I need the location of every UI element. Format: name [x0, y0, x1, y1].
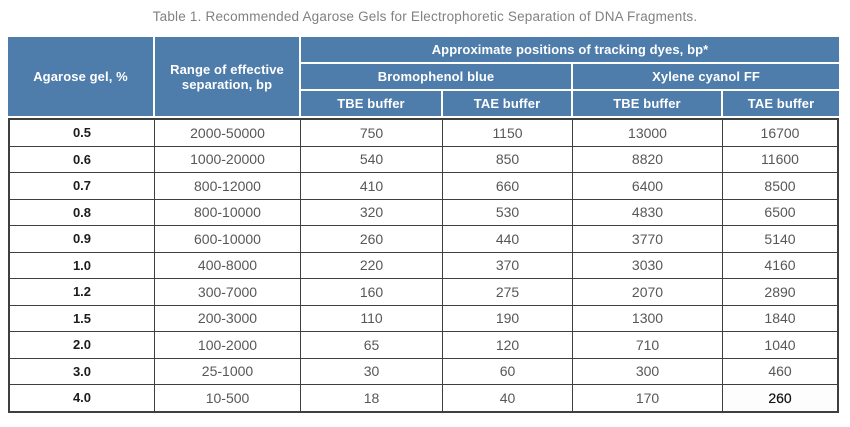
gel-percent-cell: 0.9 — [8, 226, 155, 253]
header-xylene-cyanol-group: Xylene cyanol FF — [573, 64, 839, 91]
table-row: 1.2 300-7000 160 275 2070 2890 — [8, 279, 839, 306]
table-row: 0.6 1000-20000 540 850 8820 11600 — [8, 146, 839, 173]
value-cell: 6400 — [573, 173, 723, 200]
value-cell: 410 — [301, 173, 443, 200]
value-cell: 120 — [443, 332, 573, 359]
value-cell: 320 — [301, 199, 443, 226]
value-cell: 800-12000 — [155, 173, 301, 200]
value-cell: 110 — [301, 305, 443, 332]
value-cell: 260 — [301, 226, 443, 253]
value-cell: 3030 — [573, 252, 723, 279]
table-row: 1.5 200-3000 110 190 1300 1840 — [8, 305, 839, 332]
header-tbe-buffer-bromophenol: TBE buffer — [301, 91, 443, 118]
gel-percent-cell: 1.2 — [8, 279, 155, 306]
table-row: 0.7 800-12000 410 660 6400 8500 — [8, 173, 839, 200]
value-cell: 3770 — [573, 226, 723, 253]
table-header: Agarose gel, % Range of effective separa… — [8, 37, 839, 118]
value-cell: 1840 — [723, 305, 839, 332]
table-caption: Table 1. Recommended Agarose Gels for El… — [152, 9, 698, 24]
value-cell: 65 — [301, 332, 443, 359]
value-cell: 160 — [301, 279, 443, 306]
value-cell: 800-10000 — [155, 199, 301, 226]
value-cell: 16700 — [723, 118, 839, 147]
gel-percent-cell: 4.0 — [8, 385, 155, 413]
value-cell: 1150 — [443, 118, 573, 147]
header-bromophenol-blue-group: Bromophenol blue — [301, 64, 573, 91]
value-cell: 530 — [443, 199, 573, 226]
value-cell: 11600 — [723, 146, 839, 173]
table-row: 1.0 400-8000 220 370 3030 4160 — [8, 252, 839, 279]
value-cell: 170 — [573, 385, 723, 413]
header-agarose-gel: Agarose gel, % — [8, 37, 155, 118]
value-cell: 300-7000 — [155, 279, 301, 306]
value-cell: 2070 — [573, 279, 723, 306]
value-cell: 10-500 — [155, 385, 301, 413]
value-cell: 5140 — [723, 226, 839, 253]
gel-percent-cell: 1.5 — [8, 305, 155, 332]
table-row: 2.0 100-2000 65 120 710 1040 — [8, 332, 839, 359]
value-cell: 440 — [443, 226, 573, 253]
table-row: 4.0 10-500 18 40 170 260 — [8, 385, 839, 413]
gel-percent-cell: 3.0 — [8, 358, 155, 385]
value-cell: 6500 — [723, 199, 839, 226]
gel-percent-cell: 1.0 — [8, 252, 155, 279]
agarose-gel-table: Agarose gel, % Range of effective separa… — [8, 37, 839, 413]
gel-percent-cell: 0.5 — [8, 118, 155, 147]
gel-percent-cell: 2.0 — [8, 332, 155, 359]
value-cell: 260 — [723, 385, 839, 413]
value-cell: 60 — [443, 358, 573, 385]
gel-percent-cell: 0.8 — [8, 199, 155, 226]
value-cell: 4830 — [573, 199, 723, 226]
value-cell: 460 — [723, 358, 839, 385]
value-cell: 4160 — [723, 252, 839, 279]
value-cell: 710 — [573, 332, 723, 359]
value-cell: 1300 — [573, 305, 723, 332]
value-cell: 750 — [301, 118, 443, 147]
header-separation-range: Range of effective separation, bp — [155, 37, 301, 118]
value-cell: 540 — [301, 146, 443, 173]
value-cell: 400-8000 — [155, 252, 301, 279]
value-cell: 1000-20000 — [155, 146, 301, 173]
value-cell: 25-1000 — [155, 358, 301, 385]
value-cell: 300 — [573, 358, 723, 385]
gel-percent-cell: 0.6 — [8, 146, 155, 173]
table-row: 3.0 25-1000 30 60 300 460 — [8, 358, 839, 385]
table-body: 0.5 2000-50000 750 1150 13000 16700 0.6 1000-20… — [8, 118, 839, 413]
value-cell: 660 — [443, 173, 573, 200]
value-cell: 13000 — [573, 118, 723, 147]
value-cell: 200-3000 — [155, 305, 301, 332]
header-tracking-dyes-group: Approximate positions of tracking dyes, … — [301, 37, 839, 64]
value-cell: 40 — [443, 385, 573, 413]
value-cell: 600-10000 — [155, 226, 301, 253]
header-tbe-buffer-xylene: TBE buffer — [573, 91, 723, 118]
gel-percent-cell: 0.7 — [8, 173, 155, 200]
header-tae-buffer-xylene: TAE buffer — [723, 91, 839, 118]
value-cell: 220 — [301, 252, 443, 279]
header-tae-buffer-bromophenol: TAE buffer — [443, 91, 573, 118]
value-cell: 8820 — [573, 146, 723, 173]
value-cell: 30 — [301, 358, 443, 385]
value-cell: 100-2000 — [155, 332, 301, 359]
value-cell: 370 — [443, 252, 573, 279]
value-cell: 2000-50000 — [155, 118, 301, 147]
value-cell: 8500 — [723, 173, 839, 200]
value-cell: 275 — [443, 279, 573, 306]
value-cell: 850 — [443, 146, 573, 173]
table-row: 0.5 2000-50000 750 1150 13000 16700 — [8, 118, 839, 147]
value-cell: 2890 — [723, 279, 839, 306]
table-row: 0.8 800-10000 320 530 4830 6500 — [8, 199, 839, 226]
table-row: 0.9 600-10000 260 440 3770 5140 — [8, 226, 839, 253]
value-cell: 1040 — [723, 332, 839, 359]
value-cell: 190 — [443, 305, 573, 332]
value-cell: 18 — [301, 385, 443, 413]
